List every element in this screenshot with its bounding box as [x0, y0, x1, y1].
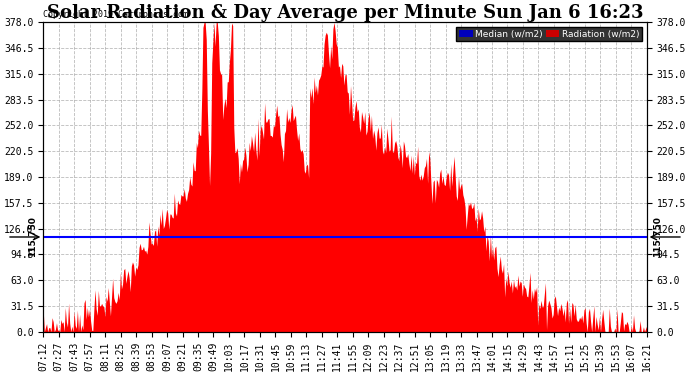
Text: 115.750: 115.750 [653, 216, 662, 257]
Text: 115.750: 115.750 [28, 216, 37, 257]
Legend: Median (w/m2), Radiation (w/m2): Median (w/m2), Radiation (w/m2) [457, 27, 642, 41]
Title: Solar Radiation & Day Average per Minute Sun Jan 6 16:23: Solar Radiation & Day Average per Minute… [47, 4, 643, 22]
Text: Copyright 2019 Cartronics.com: Copyright 2019 Cartronics.com [43, 10, 188, 19]
